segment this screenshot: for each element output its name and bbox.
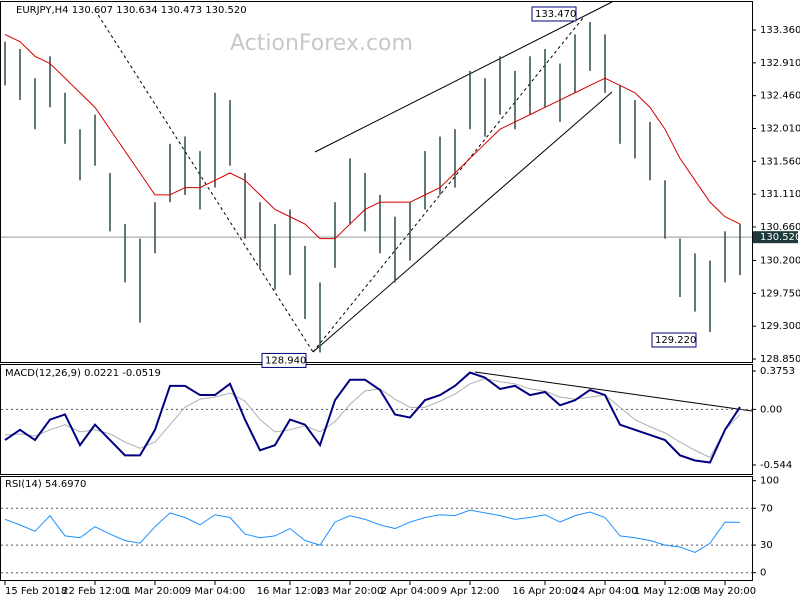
y-tick-label: 128.850 — [760, 354, 800, 365]
watermark: ActionForex.com — [230, 31, 413, 56]
annotation-label: 129.220 — [655, 335, 696, 346]
y-tick-label: 131.110 — [760, 189, 800, 200]
y-tick-label: 0 — [760, 568, 766, 579]
x-tick-label: 8 May 20:00 — [694, 586, 756, 597]
y-tick-label: 129.300 — [760, 321, 800, 332]
series-line — [4, 371, 741, 464]
y-tick-label: 133.360 — [760, 25, 800, 36]
annotation-box — [261, 352, 307, 368]
y-tick-label: 70 — [760, 503, 773, 514]
x-tick-label: 9 Mar 04:00 — [185, 586, 245, 597]
series-line — [4, 509, 741, 554]
annotation-box — [651, 332, 697, 348]
annotation-label: 128.940 — [265, 355, 306, 366]
price-panel — [0, 1, 753, 363]
trend-line — [312, 91, 613, 353]
y-tick-label: 0.00 — [760, 404, 782, 415]
x-tick-label: 2 Apr 04:00 — [381, 586, 440, 597]
rsi-panel — [0, 476, 753, 581]
x-tick-label: 24 Apr 04:00 — [572, 586, 637, 597]
current-price-label: 130.520 — [760, 232, 800, 243]
y-tick-label: 132.010 — [760, 123, 800, 134]
y-tick-label: 130.200 — [760, 256, 800, 267]
x-tick-label: 22 Feb 12:00 — [62, 586, 128, 597]
x-tick-label: 9 Apr 12:00 — [441, 586, 500, 597]
y-tick-label: 130.660 — [760, 222, 800, 233]
trend-line — [314, 1, 613, 153]
y-tick-label: 131.560 — [760, 156, 800, 167]
macd-panel — [0, 364, 753, 475]
macd-title: MACD(12,26,9) 0.0221 -0.0519 — [5, 368, 161, 379]
current-price-box — [753, 231, 798, 244]
y-tick-label: 0.3753 — [760, 366, 795, 377]
trend-line — [474, 371, 753, 412]
annotation-label: 133.470 — [535, 9, 576, 20]
annotation-box — [531, 6, 577, 22]
y-tick-label: 132.460 — [760, 91, 800, 102]
x-tick-label: 16 Apr 20:00 — [512, 586, 577, 597]
trend-line — [94, 9, 314, 353]
y-tick-label: 100 — [760, 476, 779, 487]
y-tick-label: -0.544 — [760, 460, 792, 471]
series-line — [4, 378, 741, 459]
rsi-title: RSI(14) 54.6970 — [5, 479, 86, 490]
x-tick-label: 1 Mar 20:00 — [125, 586, 185, 597]
x-tick-label: 1 May 12:00 — [634, 586, 696, 597]
x-tick-label: 16 Mar 12:00 — [257, 586, 324, 597]
y-tick-label: 30 — [760, 540, 773, 551]
x-tick-label: 15 Feb 2018 — [5, 586, 67, 597]
chart-title: EURJPY,H4 130.607 130.634 130.473 130.52… — [16, 5, 247, 16]
y-tick-label: 132.910 — [760, 58, 800, 69]
series-line — [4, 33, 741, 240]
y-tick-label: 129.750 — [760, 288, 800, 299]
x-tick-label: 23 Mar 20:00 — [317, 586, 384, 597]
